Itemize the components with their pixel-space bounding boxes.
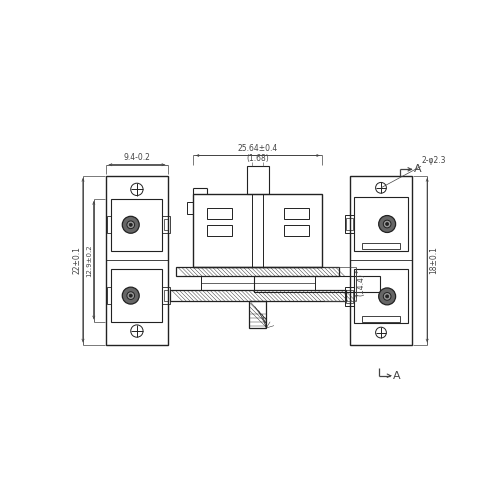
Text: 18±0.1: 18±0.1: [429, 246, 438, 274]
Bar: [112, 270, 162, 322]
Bar: [187, 202, 193, 214]
Text: A: A: [414, 164, 422, 174]
Circle shape: [378, 216, 396, 232]
Circle shape: [127, 221, 134, 228]
Text: (14.4): (14.4): [356, 272, 366, 295]
Bar: [362, 244, 400, 250]
Bar: [350, 176, 412, 345]
Text: 25.64±0.4: 25.64±0.4: [238, 144, 278, 153]
Bar: [250, 301, 266, 328]
Bar: [162, 287, 170, 304]
Circle shape: [384, 220, 391, 228]
Bar: [162, 216, 170, 233]
Circle shape: [122, 287, 139, 304]
Circle shape: [122, 216, 139, 233]
Bar: [346, 290, 352, 302]
Bar: [170, 290, 346, 301]
Bar: [106, 176, 168, 345]
Circle shape: [378, 288, 396, 305]
Bar: [164, 290, 168, 301]
Bar: [112, 198, 162, 251]
Bar: [193, 194, 322, 267]
Bar: [164, 220, 168, 230]
Bar: [345, 287, 354, 306]
Bar: [176, 267, 340, 276]
Bar: [362, 316, 400, 322]
Text: A: A: [394, 370, 401, 380]
Bar: [354, 197, 408, 251]
Circle shape: [129, 223, 132, 226]
Bar: [207, 208, 232, 218]
Text: 2-φ2.3: 2-φ2.3: [421, 156, 446, 164]
Circle shape: [129, 294, 132, 297]
Bar: [345, 215, 354, 233]
Bar: [201, 276, 315, 290]
Circle shape: [386, 222, 388, 226]
Bar: [247, 166, 268, 194]
Text: 12.9±0.2: 12.9±0.2: [86, 244, 92, 276]
Bar: [284, 225, 308, 235]
Circle shape: [386, 295, 388, 298]
Text: 22±0.1: 22±0.1: [72, 246, 82, 274]
Bar: [107, 287, 112, 304]
Circle shape: [127, 292, 134, 300]
Bar: [107, 216, 112, 233]
Text: (1.68): (1.68): [246, 154, 269, 163]
Circle shape: [384, 292, 391, 300]
Bar: [207, 225, 232, 235]
Bar: [346, 218, 352, 230]
Bar: [284, 208, 308, 218]
Text: 9.4-0.2: 9.4-0.2: [124, 154, 150, 162]
Bar: [354, 270, 408, 324]
Bar: [254, 276, 380, 292]
